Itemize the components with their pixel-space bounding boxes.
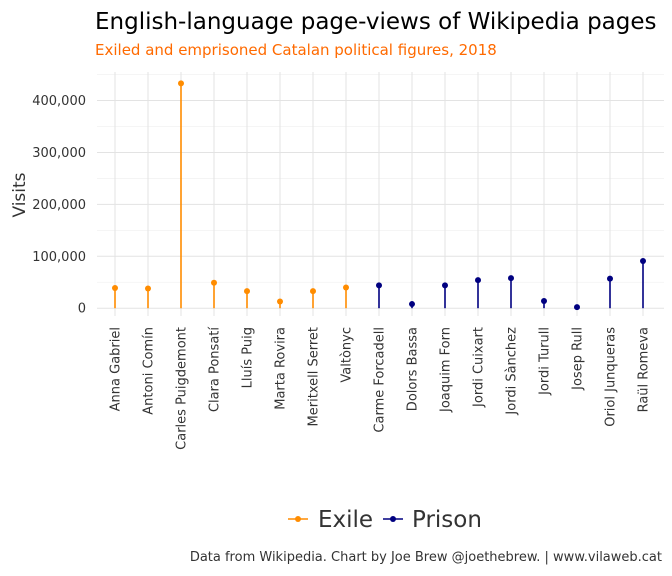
lollipop-point (508, 275, 514, 282)
lollipop-point (574, 304, 580, 311)
x-tick-label: Meritxell Serret (307, 327, 322, 426)
lollipop-point (244, 288, 250, 295)
x-tick-label: Carme Forcadell (373, 327, 388, 433)
x-tick-label: Jordi Cuixart (472, 327, 487, 408)
legend-key-point (295, 516, 301, 522)
x-tick-label: Antoni Comín (142, 327, 157, 415)
lollipop-point (343, 284, 349, 291)
lollipop-point (145, 285, 151, 292)
x-tick-label: Raül Romeva (637, 327, 652, 412)
lollipop-point (607, 275, 613, 282)
lollipop-point (475, 277, 481, 284)
lollipop-point (211, 279, 217, 286)
legend-key-point (390, 516, 396, 522)
x-tick-label: Oriol Junqueras (604, 327, 619, 427)
y-tick-label: 300,000 (32, 146, 86, 161)
legend-label: Exile (318, 507, 373, 533)
y-tick-label: 100,000 (32, 250, 86, 265)
y-tick-label: 200,000 (32, 198, 86, 213)
legend: Exile Prison (288, 507, 482, 533)
x-tick-label: Dolors Bassa (406, 327, 421, 411)
x-axis: Anna Gabriel Antoni Comín Carles Puigdemon… (109, 327, 652, 450)
y-axis: 0 100,000 200,000 300,000 400,000 (32, 94, 86, 317)
lollipop-point (310, 288, 316, 295)
x-tick-label: Valtònyc (340, 327, 355, 383)
x-tick-label: Lluís Puig (241, 327, 256, 388)
chart-title: English-language page-views of Wikipedia… (95, 9, 657, 35)
lollipop-point (178, 80, 184, 87)
lollipop-point (541, 297, 547, 304)
x-tick-label: Carles Puigdemont (175, 327, 190, 450)
lollipop-point (376, 282, 382, 289)
x-tick-label: Clara Ponsatí (208, 327, 223, 413)
y-tick-label: 400,000 (32, 94, 86, 109)
x-tick-label: Josep Rull (571, 327, 586, 391)
x-tick-label: Jordi Turull (538, 327, 553, 396)
x-tick-label: Joaquim Forn (439, 327, 454, 413)
lollipop-point (112, 284, 118, 291)
lollipop-point (277, 298, 283, 305)
x-tick-label: Jordi Sànchez (505, 327, 520, 416)
plot-marks (112, 80, 646, 311)
x-tick-label: Anna Gabriel (109, 327, 124, 411)
y-axis-label: Visits (10, 172, 30, 217)
lollipop-point (640, 257, 646, 264)
caption: Data from Wikipedia. Chart by Joe Brew @… (190, 550, 662, 565)
y-tick-label: 0 (78, 302, 86, 317)
lollipop-point (409, 301, 415, 308)
lollipop-point (442, 282, 448, 289)
chart-subtitle: Exiled and emprisoned Catalan political … (95, 41, 497, 59)
grid (97, 72, 664, 316)
x-tick-label: Marta Rovira (274, 327, 289, 410)
legend-label: Prison (412, 507, 482, 533)
